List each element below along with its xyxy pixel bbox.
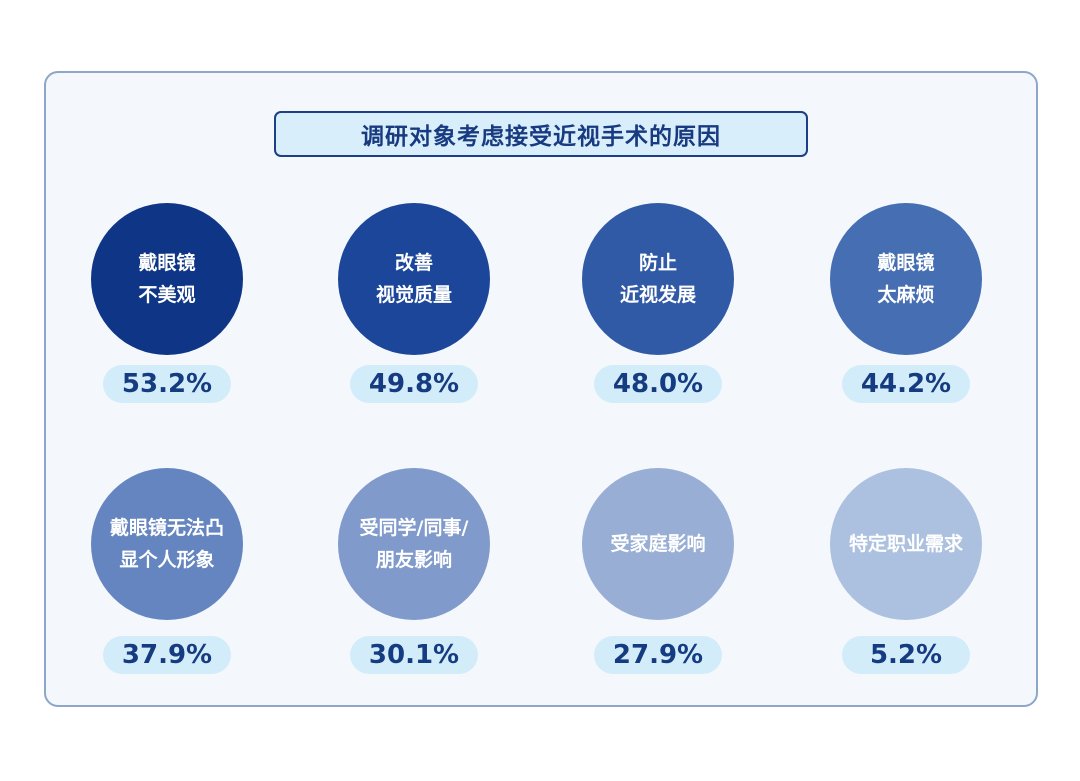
reason-circle: 特定职业需求 xyxy=(830,468,982,620)
reason-label-line: 戴眼镜 xyxy=(138,252,196,274)
reason-circle: 受家庭影响 xyxy=(582,468,734,620)
chart-title: 调研对象考虑接受近视手术的原因 xyxy=(274,111,808,157)
reason-label-line: 戴眼镜无法凸 xyxy=(109,517,224,539)
reason-label-line: 不美观 xyxy=(138,284,196,306)
reason-label-line: 显个人形象 xyxy=(119,549,215,571)
reason-label-line: 近视发展 xyxy=(619,284,696,306)
percentage-badge: 44.2% xyxy=(842,365,970,403)
reason-circle: 戴眼镜 太麻烦 xyxy=(830,203,982,355)
percentage-badge: 53.2% xyxy=(103,365,231,403)
reason-label-line: 朋友影响 xyxy=(375,549,452,571)
reason-circle: 受同学/同事/朋友影响 xyxy=(338,468,490,620)
reason-label-line: 改善 xyxy=(394,252,433,274)
percentage-badge: 49.8% xyxy=(350,365,478,403)
reason-label-line: 戴眼镜 xyxy=(877,252,935,274)
reason-circle: 防止 近视发展 xyxy=(582,203,734,355)
reason-label-line: 受同学/同事/ xyxy=(359,517,469,539)
reason-circle: 戴眼镜 不美观 xyxy=(91,203,243,355)
reason-label-line: 受家庭影响 xyxy=(610,533,706,555)
percentage-badge: 37.9% xyxy=(103,636,231,674)
reason-label-line: 特定职业需求 xyxy=(848,533,963,555)
reason-circle: 改善 视觉质量 xyxy=(338,203,490,355)
reason-label-line: 太麻烦 xyxy=(877,284,935,306)
percentage-badge: 30.1% xyxy=(350,636,478,674)
percentage-badge: 27.9% xyxy=(594,636,722,674)
reason-circle: 戴眼镜无法凸 显个人形象 xyxy=(91,468,243,620)
percentage-badge: 48.0% xyxy=(594,365,722,403)
reason-label-line: 防止 xyxy=(638,252,677,274)
reason-label-line: 视觉质量 xyxy=(375,284,452,306)
percentage-badge: 5.2% xyxy=(842,636,970,674)
